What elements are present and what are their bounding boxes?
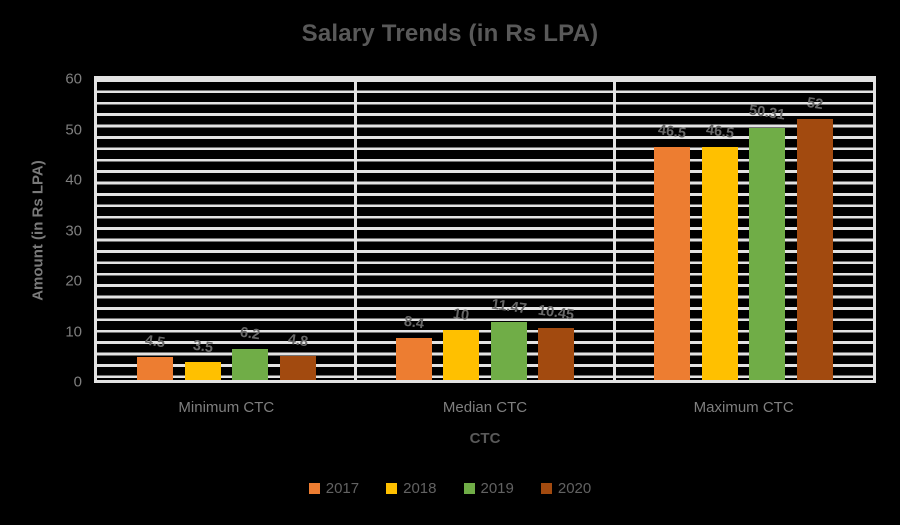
legend: 2017 2018 2019 2020 [0, 480, 900, 497]
bar-value-label: 6.2 [239, 324, 262, 344]
bar-2020-minimum-ctc [279, 355, 316, 380]
x-axis-title: CTC [469, 430, 501, 447]
legend-label: 2019 [480, 480, 514, 497]
y-tick-label-60: 60 [65, 70, 82, 88]
bar-2017-median-ctc [395, 337, 432, 380]
legend-label: 2020 [557, 480, 592, 497]
y-tick-label-20: 20 [65, 272, 82, 290]
category-label-median-ctc: Median CTC [442, 399, 528, 416]
bar-2018-median-ctc [443, 329, 480, 380]
y-tick-label-50: 50 [65, 121, 82, 138]
bar-value-label: 46.5 [704, 121, 735, 142]
bar-2018-minimum-ctc [184, 362, 221, 380]
legend-label: 2018 [403, 480, 437, 497]
legend-swatch-icon [463, 483, 475, 494]
y-tick-label-10: 10 [65, 323, 82, 340]
legend-swatch-icon [386, 483, 398, 494]
bar-2017-maximum-ctc [654, 146, 691, 380]
bar-value-label: 50.31 [748, 102, 787, 124]
legend-swatch-icon [308, 483, 320, 494]
bar-value-label: 52 [805, 95, 825, 114]
bar-2017-minimum-ctc [136, 357, 173, 380]
bar-value-label: 3.5 [191, 338, 214, 357]
legend-item-2018: 2018 [386, 480, 437, 497]
legend-swatch-icon [540, 483, 552, 494]
legend-item-2017: 2017 [308, 480, 360, 497]
y-tick-label-40: 40 [65, 171, 82, 189]
bar-2019-median-ctc [490, 322, 527, 380]
bar-value-label: 4.5 [143, 333, 167, 352]
plot-area: 4.5 8.4 46.5 3.5 10 46.5 6.2 11.47 50.31 4.8 10.45… [94, 76, 876, 383]
bar-value-label: 8.4 [402, 313, 425, 333]
category-separator-line [354, 79, 358, 380]
y-tick-label-0: 0 [73, 373, 82, 391]
category-label-minimum-ctc: Minimum CTC [178, 399, 275, 416]
bar-2019-maximum-ctc [749, 127, 786, 380]
category-label-maximum-ctc: Maximum CTC [693, 399, 794, 416]
y-tick-label-30: 30 [65, 222, 82, 239]
chart-title: Salary Trends (in Rs LPA) [301, 20, 599, 47]
bar-2020-maximum-ctc [797, 119, 834, 380]
bar-value-label: 11.47 [490, 297, 528, 318]
legend-item-2020: 2020 [540, 480, 592, 497]
legend-item-2019: 2019 [463, 480, 514, 497]
bar-value-label: 10.45 [537, 302, 576, 324]
bar-2019-minimum-ctc [232, 348, 269, 380]
bar-value-label: 4.8 [286, 331, 309, 351]
category-separator-line [612, 79, 616, 380]
bar-2020-median-ctc [538, 327, 575, 380]
bar-value-label: 46.5 [657, 121, 688, 142]
bar-2018-maximum-ctc [701, 146, 738, 380]
legend-label: 2017 [325, 480, 360, 497]
bar-value-label: 10 [452, 305, 471, 324]
